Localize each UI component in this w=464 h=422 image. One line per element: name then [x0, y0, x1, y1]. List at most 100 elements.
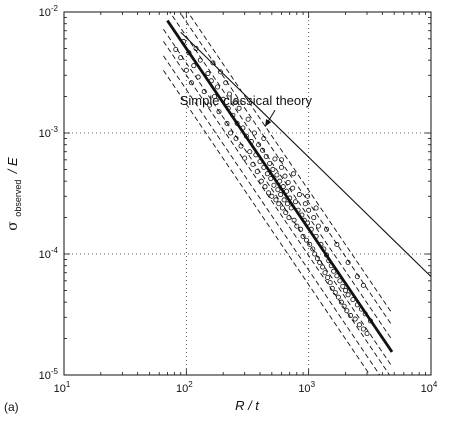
data-point: [307, 241, 313, 247]
data-point: [236, 105, 242, 111]
data-point: [233, 136, 239, 142]
data-point: [278, 192, 284, 198]
data-point: [320, 264, 326, 270]
data-point: [205, 71, 211, 77]
data-point: [322, 270, 328, 276]
data-point: [201, 89, 207, 95]
data-point: [238, 143, 244, 149]
data-point: [360, 326, 366, 332]
data-point: [334, 241, 340, 247]
y-tick-label: 10-2: [39, 4, 59, 19]
data-point: [285, 179, 291, 185]
data-point: [279, 164, 285, 170]
panel-label: (a): [4, 400, 19, 414]
fit-lines-layer: [166, 19, 431, 353]
band-lines-layer: [163, 12, 393, 375]
data-point: [312, 251, 318, 257]
y-axis-label-subscript: observed: [13, 180, 23, 217]
data-points-layer: [173, 39, 373, 337]
data-point: [286, 215, 292, 221]
y-tick-label: 10-4: [39, 246, 59, 261]
data-point: [292, 199, 298, 205]
y-axis-label-sigma: σ: [5, 221, 21, 231]
data-point: [352, 316, 358, 322]
data-point: [291, 217, 297, 223]
data-point: [256, 142, 262, 148]
band-dashed-line: [169, 12, 393, 341]
data-point: [294, 223, 300, 229]
data-point: [335, 294, 341, 300]
y-tick-label: 10-5: [39, 367, 59, 382]
data-point: [273, 197, 279, 203]
data-point: [173, 46, 179, 52]
data-point: [270, 166, 276, 172]
data-point: [310, 246, 316, 252]
annotation-label: Simple classical theory: [180, 93, 313, 108]
data-point: [354, 274, 360, 280]
x-tick-label: 103: [298, 380, 315, 395]
data-point: [266, 190, 272, 196]
data-point: [302, 201, 308, 207]
data-point: [315, 223, 321, 229]
data-point: [314, 255, 320, 261]
data-point: [226, 91, 232, 97]
data-point: [183, 67, 189, 73]
data-point: [324, 226, 330, 232]
data-point: [261, 136, 267, 142]
data-point: [195, 74, 201, 80]
data-point: [290, 185, 296, 191]
data-point: [258, 178, 264, 184]
band-dashed-line: [163, 70, 371, 375]
data-point: [298, 226, 304, 232]
data-point: [348, 313, 354, 319]
band-dashed-line: [163, 41, 391, 375]
x-axis-label: R / t: [235, 398, 260, 413]
band-dashed-line: [163, 55, 381, 375]
data-point: [232, 99, 238, 105]
data-point: [337, 278, 343, 284]
data-point: [254, 169, 260, 175]
data-point: [342, 287, 348, 293]
data-point: [340, 283, 346, 289]
tick-labels-layer: 101 102 103 104 10-5 10-4 10-3 10-2: [39, 4, 438, 395]
data-point: [212, 94, 218, 100]
data-point: [207, 102, 213, 108]
band-dashed-line: [179, 12, 393, 326]
data-point: [303, 237, 309, 243]
x-tick-label: 102: [176, 380, 193, 395]
data-point: [216, 109, 222, 115]
data-point: [188, 80, 194, 86]
data-point: [275, 187, 281, 193]
data-point: [345, 260, 351, 266]
data-point: [332, 290, 338, 296]
data-point: [290, 171, 296, 177]
data-point: [250, 161, 256, 167]
data-point: [313, 205, 319, 211]
band-dashed-line: [163, 28, 393, 367]
grid-layer: [64, 12, 431, 375]
data-point: [191, 63, 197, 69]
y-axis-label-tail: / E: [5, 157, 20, 174]
data-point: [193, 45, 199, 51]
data-point: [284, 201, 290, 207]
fit-line: [166, 19, 394, 353]
data-point: [178, 55, 184, 61]
data-point: [338, 299, 344, 305]
data-point: [271, 182, 277, 188]
data-point: [356, 322, 362, 328]
data-point: [260, 147, 266, 153]
data-point: [279, 205, 285, 211]
data-point: [269, 193, 275, 199]
data-point: [262, 184, 268, 190]
data-point: [282, 173, 288, 179]
y-axis-label: σ observed / E: [4, 157, 25, 231]
data-point: [267, 160, 273, 166]
data-point: [344, 308, 350, 314]
data-point: [360, 282, 366, 288]
tick-marks-layer: [63, 12, 431, 376]
data-point: [327, 280, 333, 286]
data-point: [329, 285, 335, 291]
data-point: [325, 274, 331, 280]
data-point: [341, 303, 347, 309]
